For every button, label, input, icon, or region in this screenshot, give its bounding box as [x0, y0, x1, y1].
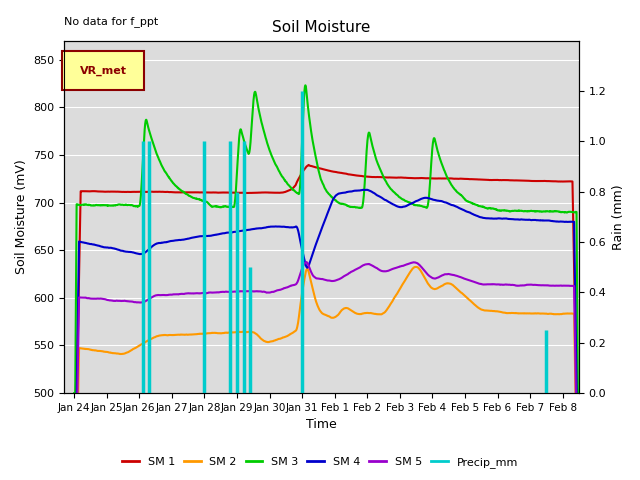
Y-axis label: Soil Moisture (mV): Soil Moisture (mV) — [15, 159, 28, 274]
Y-axis label: Rain (mm): Rain (mm) — [612, 184, 625, 250]
Text: No data for f_ppt: No data for f_ppt — [65, 16, 159, 26]
Text: VR_met: VR_met — [79, 65, 127, 76]
Title: Soil Moisture: Soil Moisture — [273, 20, 371, 36]
Legend: SM 1, SM 2, SM 3, SM 4, SM 5, Precip_mm: SM 1, SM 2, SM 3, SM 4, SM 5, Precip_mm — [118, 452, 522, 472]
FancyBboxPatch shape — [62, 51, 144, 90]
X-axis label: Time: Time — [307, 419, 337, 432]
